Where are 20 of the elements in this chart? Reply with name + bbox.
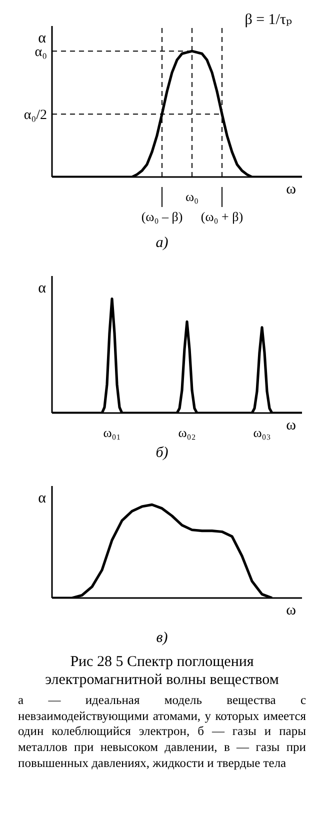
x-tick-label: ω₀ xyxy=(185,189,199,204)
ref-line-label: α₀ xyxy=(34,45,48,60)
text: б) xyxy=(154,445,170,462)
y-axis-title: α xyxy=(38,490,46,507)
y-axis-title: α xyxy=(38,30,46,47)
x-axis-title: ω xyxy=(286,182,296,198)
ref-line-label: α₀/2 xyxy=(24,108,47,124)
x-axis-title: ω xyxy=(286,418,296,434)
text: а) xyxy=(154,235,170,252)
y-axis-title: α xyxy=(38,280,46,297)
text: β = 1/τₚ xyxy=(244,11,292,29)
x-axis-title: ω xyxy=(286,602,296,619)
x-tick-label: ω₀₃ xyxy=(253,425,271,440)
text: Рис 28 5 Спектр поглощения электромагнитной волны веществом xyxy=(44,653,280,689)
x-tick-label: (ω₀ + β) xyxy=(200,209,244,224)
x-tick-label: ω₀₂ xyxy=(178,425,196,440)
x-tick-label: (ω₀ – β) xyxy=(141,209,183,224)
x-tick-label: ω₀₁ xyxy=(103,425,121,440)
text: в) xyxy=(155,630,169,647)
text: а — идеальная модель вещества с невзаимодействующими атомами, у которых имеется один колеблющийся электрон, б — газы и пары металлов при невысоком давлении, в — газы при повышенных давлениях, жидкости и твердые тела xyxy=(18,693,306,772)
